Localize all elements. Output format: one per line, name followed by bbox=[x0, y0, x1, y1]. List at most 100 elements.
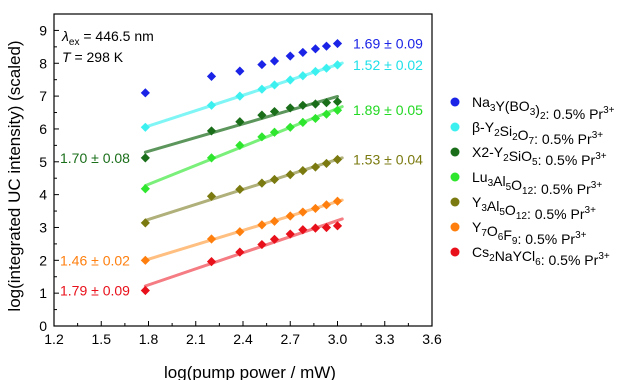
data-point bbox=[332, 38, 343, 49]
data-point bbox=[310, 203, 321, 214]
fit-line bbox=[143, 198, 344, 262]
legend-marker bbox=[450, 147, 460, 157]
slope-label: 1.70 ± 0.08 bbox=[60, 150, 130, 166]
legend-label-part: O bbox=[505, 202, 516, 218]
data-point bbox=[285, 229, 295, 239]
data-point bbox=[269, 174, 280, 185]
legend-label-part: 3 bbox=[488, 178, 494, 189]
data-point bbox=[321, 200, 332, 210]
x-tick-label: 2.7 bbox=[281, 331, 301, 347]
x-tick-label: 2.4 bbox=[233, 331, 253, 347]
x-tick-label: 1.5 bbox=[92, 331, 112, 347]
data-point bbox=[332, 60, 343, 70]
legend-item: Na3Y(BO3)2: 0.5% Pr3+ bbox=[450, 94, 615, 122]
legend-label-part: Si bbox=[500, 123, 512, 139]
axes: 1.2 1.5 1.8 2.1 2.4 2.7 3.0 3.3 3.6 0 1 2 3 4 5 6 7 8 9 bbox=[39, 13, 442, 347]
legend-label-part: 2 bbox=[512, 132, 518, 143]
legend-item: Y3Al5O12: 0.5% Pr3+ bbox=[450, 194, 596, 222]
legend-label-part: Cs bbox=[472, 244, 489, 260]
y-tick-label: 0 bbox=[39, 318, 47, 334]
legend-label-part: 2 bbox=[489, 253, 495, 264]
data-point bbox=[332, 221, 343, 231]
data-point bbox=[257, 110, 267, 120]
slope-label: 1.52 ± 0.02 bbox=[353, 57, 423, 73]
data-point bbox=[235, 66, 245, 76]
legend-label-part: 9 bbox=[512, 236, 518, 247]
x-tick-label: 3.6 bbox=[422, 331, 442, 347]
x-tick-label: 3.3 bbox=[375, 331, 395, 347]
data-point bbox=[332, 154, 343, 165]
legend-label-part: : 0.5% Pr bbox=[534, 131, 592, 147]
slope-label: 1.79 ± 0.09 bbox=[60, 283, 130, 299]
data-point bbox=[298, 47, 308, 58]
legend-item: X2-Y2SiO5: 0.5% Pr3+ bbox=[450, 144, 607, 168]
lambda-value: = 446.5 nm bbox=[79, 28, 153, 44]
y-tick-label: 9 bbox=[39, 22, 47, 38]
y-tick-label: 6 bbox=[39, 121, 47, 137]
legend-label-part: Al bbox=[487, 198, 499, 214]
legend-label-part: 6 bbox=[498, 232, 504, 243]
legend-label-part: 7 bbox=[481, 228, 487, 239]
legend-label: Cs2NaYCl6: 0.5% Pr3+ bbox=[472, 244, 610, 268]
data-point bbox=[235, 184, 245, 194]
data-point bbox=[298, 117, 308, 127]
legend-label-part: 3+ bbox=[592, 130, 604, 141]
legend-label-part: 3 bbox=[481, 203, 487, 214]
legend-label-part: 12 bbox=[516, 211, 528, 222]
legend-marker bbox=[450, 247, 460, 257]
legend-label-part: X2-Y bbox=[472, 144, 504, 160]
legend-marker bbox=[450, 122, 460, 132]
data-point bbox=[235, 117, 245, 127]
data-point bbox=[235, 140, 245, 150]
data-point bbox=[310, 66, 321, 77]
legend-label-part: 2 bbox=[540, 111, 546, 122]
data-point bbox=[140, 255, 150, 265]
legend-label-part: 5 bbox=[499, 207, 505, 218]
legend-label-part: NaYCl bbox=[495, 248, 535, 264]
data-point bbox=[235, 247, 245, 257]
legend-label-part: 5 bbox=[532, 157, 538, 168]
legend-label: β-Y2Si2O7: 0.5% Pr3+ bbox=[472, 119, 603, 147]
data-point bbox=[285, 51, 295, 61]
data-point bbox=[140, 184, 150, 194]
data-point bbox=[140, 153, 150, 163]
data-point bbox=[321, 222, 332, 233]
y-tick-label: 4 bbox=[39, 187, 47, 203]
data-point bbox=[206, 100, 217, 110]
legend-label-part: 2 bbox=[494, 128, 500, 139]
data-series bbox=[140, 105, 344, 194]
data-point bbox=[269, 234, 280, 244]
data-point bbox=[206, 257, 217, 267]
legend-label-part: : 0.5% Pr bbox=[546, 106, 604, 122]
temperature-value: = 298 K bbox=[71, 49, 124, 65]
y-tick-label: 2 bbox=[39, 252, 47, 268]
excitation-wavelength-label: λex = 446.5 nm bbox=[61, 28, 154, 48]
data-point bbox=[269, 106, 280, 117]
legend-label-part: Al bbox=[493, 173, 505, 189]
data-point bbox=[257, 220, 267, 230]
legend-marker bbox=[450, 222, 460, 232]
data-point bbox=[298, 100, 308, 110]
data-point bbox=[206, 191, 217, 201]
legend-label-part: 3 bbox=[490, 103, 496, 114]
legend-label-part: Na bbox=[472, 94, 490, 110]
data-point bbox=[310, 223, 321, 233]
slope-label: 1.69 ± 0.09 bbox=[353, 36, 423, 52]
data-point bbox=[298, 225, 308, 235]
legend-label: Na3Y(BO3)2: 0.5% Pr3+ bbox=[472, 94, 615, 122]
data-point bbox=[269, 80, 280, 90]
legend-label-part: 3+ bbox=[598, 251, 610, 262]
slope-label: 1.46 ± 0.02 bbox=[60, 252, 130, 268]
slope-label: 1.53 ± 0.04 bbox=[353, 151, 423, 167]
legend-marker bbox=[450, 172, 460, 182]
legend-label-part: 6 bbox=[535, 257, 541, 268]
data-point bbox=[257, 84, 267, 94]
legend-label-part: : 0.5% Pr bbox=[517, 231, 575, 247]
legend-label-part: Y bbox=[472, 194, 482, 210]
data-point bbox=[332, 105, 343, 115]
data-point bbox=[321, 109, 332, 119]
legend-label-part: Y(BO bbox=[495, 98, 529, 114]
x-axis-title: log(pump power / mW) bbox=[164, 363, 336, 380]
legend-label-part: 7 bbox=[529, 136, 535, 147]
legend-label-part: 3 bbox=[530, 107, 536, 118]
